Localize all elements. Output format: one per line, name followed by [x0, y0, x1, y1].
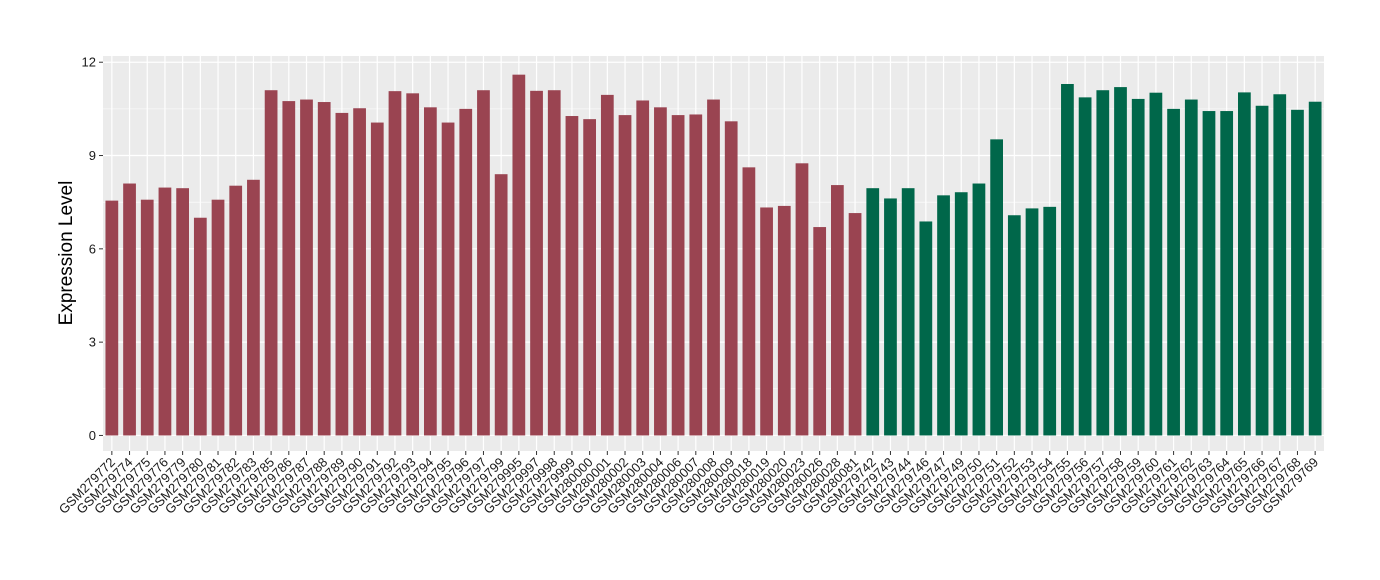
- bar-GSM280003: [636, 100, 650, 436]
- bar-GSM279786: [282, 101, 296, 436]
- bar-GSM279793: [406, 93, 420, 436]
- bar-GSM279758: [1114, 87, 1127, 436]
- bar-GSM279999: [565, 116, 579, 436]
- bar-GSM279746: [919, 221, 933, 436]
- bar-GSM280008: [707, 99, 720, 436]
- bar-GSM279776: [158, 187, 172, 436]
- bars: [105, 74, 1322, 436]
- bar-GSM279788: [317, 102, 331, 436]
- bar-GSM279799: [494, 174, 508, 436]
- bar-GSM280001: [600, 94, 614, 436]
- bar-GSM279782: [229, 185, 243, 436]
- bar-GSM279795: [441, 122, 455, 436]
- bar-GSM279744: [901, 188, 915, 436]
- y-tick-label: 3: [89, 335, 96, 350]
- bar-GSM279756: [1078, 97, 1092, 436]
- bar-GSM279791: [370, 122, 384, 436]
- bar-GSM279995: [512, 74, 526, 436]
- bar-GSM279769: [1308, 101, 1322, 436]
- bar-GSM280023: [795, 163, 809, 436]
- bar-GSM279765: [1237, 92, 1251, 436]
- bar-GSM280019: [760, 207, 773, 436]
- bar-GSM279743: [884, 198, 897, 436]
- bar-GSM280006: [671, 115, 685, 436]
- bar-GSM279752: [1007, 215, 1021, 436]
- bar-GSM279768: [1291, 109, 1304, 436]
- y-axis-title: Expression Level: [56, 181, 77, 326]
- bar-GSM280000: [583, 119, 597, 436]
- bar-GSM279781: [211, 199, 225, 436]
- y-tick-label: 6: [89, 241, 96, 256]
- bar-GSM279757: [1096, 90, 1110, 436]
- bar-GSM279783: [247, 179, 260, 436]
- bar-GSM279759: [1131, 98, 1145, 436]
- bar-GSM279761: [1167, 108, 1180, 436]
- bar-GSM280007: [689, 114, 703, 436]
- bar-GSM280028: [830, 185, 844, 436]
- bar-GSM280018: [742, 167, 756, 436]
- bar-GSM279797: [477, 90, 490, 436]
- bar-GSM279780: [193, 217, 207, 436]
- y-tick-label: 0: [89, 428, 96, 443]
- bar-GSM279792: [388, 91, 402, 436]
- bar-GSM279772: [105, 200, 119, 436]
- bar-GSM279749: [954, 192, 968, 436]
- bar-GSM279997: [530, 90, 543, 436]
- bar-GSM280020: [777, 205, 791, 436]
- bar-GSM279760: [1149, 92, 1163, 436]
- bar-GSM279766: [1255, 105, 1269, 436]
- bar-GSM279796: [459, 108, 473, 436]
- bar-GSM279751: [990, 139, 1004, 436]
- bar-GSM279779: [176, 188, 190, 436]
- bar-GSM279762: [1184, 99, 1198, 436]
- bar-GSM279998: [547, 90, 561, 436]
- bar-GSM279742: [866, 188, 880, 436]
- bar-GSM279774: [123, 183, 136, 436]
- bar-GSM279754: [1043, 206, 1057, 436]
- bar-GSM279787: [300, 99, 313, 436]
- bar-GSM279794: [423, 107, 437, 436]
- bar-GSM279747: [937, 195, 950, 436]
- y-axis: 0 3 6 9 12: [82, 55, 103, 443]
- bar-GSM279755: [1061, 83, 1074, 436]
- bar-GSM279753: [1025, 208, 1039, 436]
- bar-GSM279767: [1273, 94, 1287, 436]
- bar-GSM280002: [618, 115, 632, 436]
- bar-GSM280026: [813, 227, 827, 436]
- bar-GSM280004: [654, 107, 667, 436]
- bar-GSM279790: [353, 108, 366, 436]
- bar-GSM279764: [1220, 111, 1234, 436]
- x-axis: GSM279772GSM279774GSM279775GSM279776GSM2…: [56, 451, 1321, 517]
- y-tick-label: 9: [89, 148, 96, 163]
- bar-GSM279763: [1202, 111, 1216, 436]
- bar-GSM279785: [264, 90, 278, 436]
- bar-GSM280081: [848, 213, 862, 436]
- bar-GSM280009: [724, 121, 738, 436]
- bar-GSM279775: [140, 199, 154, 436]
- bar-GSM279789: [335, 112, 349, 436]
- y-tick-label: 12: [82, 55, 96, 70]
- bar-GSM279750: [972, 183, 986, 436]
